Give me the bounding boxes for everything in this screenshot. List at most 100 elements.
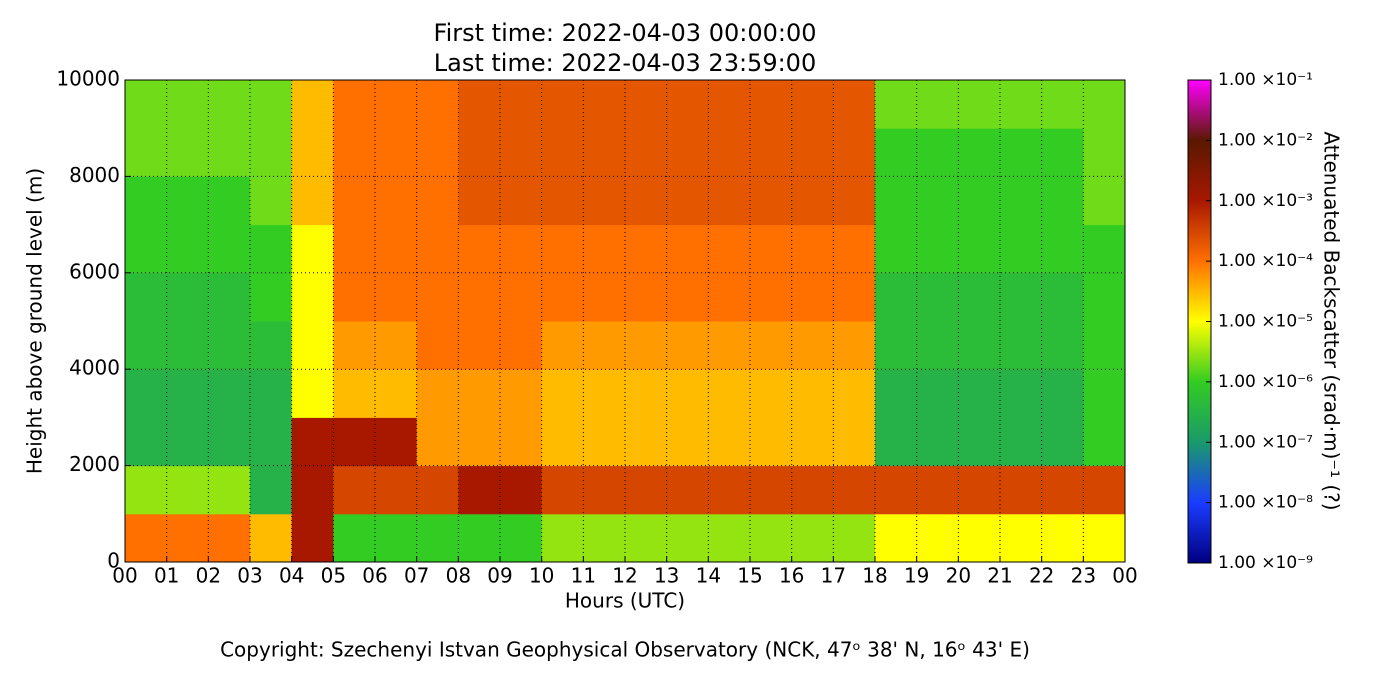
heatmap-cell <box>291 369 334 418</box>
heatmap-cell <box>541 80 584 129</box>
heatmap-cell <box>125 128 168 177</box>
heatmap-cell <box>416 80 459 129</box>
heatmap-cell <box>208 176 251 226</box>
heatmap-cell <box>1041 417 1084 467</box>
heatmap-cell <box>1041 128 1084 177</box>
heatmap-cell <box>708 369 751 418</box>
heatmap-cell <box>291 80 334 129</box>
heatmap-cell <box>791 513 834 563</box>
heatmap-cell <box>125 465 168 515</box>
heatmap-cell <box>1000 272 1043 322</box>
heatmap-cell <box>208 80 251 129</box>
heatmap-cell <box>708 465 751 515</box>
heatmap-cell <box>875 176 918 226</box>
heatmap-cell <box>750 417 793 467</box>
heatmap-cell <box>291 513 334 563</box>
heatmap-cell <box>958 513 1001 563</box>
x-tick-label: 21 <box>987 564 1012 588</box>
heatmap-cell <box>916 513 959 563</box>
x-tick-label: 04 <box>279 564 304 588</box>
heatmap-cell <box>166 465 209 515</box>
heatmap-cell <box>958 321 1001 370</box>
heatmap-cell <box>833 369 876 418</box>
heatmap-cell <box>125 176 168 226</box>
heatmap-cell <box>625 224 668 274</box>
x-tick-label: 00 <box>112 564 137 588</box>
heatmap-cell <box>166 128 209 177</box>
heatmap-cell <box>1000 321 1043 370</box>
heatmap-cell <box>708 513 751 563</box>
x-tick-label: 16 <box>779 564 804 588</box>
heatmap-cell <box>916 272 959 322</box>
heatmap-cell <box>333 513 376 563</box>
y-tick-label: 6000 <box>69 259 120 283</box>
y-tick-label: 8000 <box>69 163 120 187</box>
heatmap-cell <box>1083 369 1126 418</box>
heatmap-cell <box>583 321 626 370</box>
heatmap-cell <box>916 176 959 226</box>
heatmap-cell <box>333 417 376 467</box>
heatmap-cell <box>250 321 293 370</box>
heatmap-cell <box>708 128 751 177</box>
heatmap-cell <box>125 513 168 563</box>
heatmap-cell <box>500 321 543 370</box>
heatmap-cell <box>1000 465 1043 515</box>
heatmap-cell <box>166 224 209 274</box>
heatmap-cell <box>833 321 876 370</box>
x-tick-label: 12 <box>612 564 637 588</box>
heatmap-cell <box>666 369 709 418</box>
heatmap-cell <box>1041 272 1084 322</box>
heatmap-cell <box>625 321 668 370</box>
colorbar-tick-label: 1.00 ×10⁻³ <box>1218 191 1313 211</box>
heatmap-cell <box>708 417 751 467</box>
heatmap-cell <box>541 272 584 322</box>
heatmap-cell <box>958 224 1001 274</box>
heatmap-cell <box>750 369 793 418</box>
heatmap-cell <box>1083 80 1126 129</box>
heatmap-cell <box>500 513 543 563</box>
heatmap-cell <box>458 369 501 418</box>
colorbar-tick-label: 1.00 ×10⁻⁴ <box>1218 251 1313 271</box>
heatmap-cell <box>750 513 793 563</box>
heatmap-cell <box>750 224 793 274</box>
colorbar-tick-label: 1.00 ×10⁻⁷ <box>1218 432 1313 452</box>
heatmap-cell <box>375 465 418 515</box>
heatmap-cell <box>916 417 959 467</box>
heatmap-cell <box>416 417 459 467</box>
heatmap-cell <box>708 176 751 226</box>
heatmap-cell <box>958 272 1001 322</box>
heatmap-cell <box>833 224 876 274</box>
heatmap-cell <box>625 272 668 322</box>
heatmap-cell <box>625 417 668 467</box>
heatmap-cell <box>458 80 501 129</box>
heatmap-cell <box>500 80 543 129</box>
heatmap-cell <box>1041 513 1084 563</box>
heatmap-cell <box>1041 369 1084 418</box>
colorbar-tick-label: 1.00 ×10⁻⁸ <box>1218 493 1313 513</box>
heatmap-cell <box>708 80 751 129</box>
heatmap-cell <box>500 176 543 226</box>
heatmap-cell <box>666 272 709 322</box>
x-tick-label: 22 <box>1029 564 1054 588</box>
heatmap-cell <box>375 176 418 226</box>
heatmap-cell <box>375 128 418 177</box>
heatmap-cell <box>958 128 1001 177</box>
heatmap-cell <box>916 128 959 177</box>
x-tick-label: 23 <box>1071 564 1096 588</box>
heatmap-cell <box>458 513 501 563</box>
heatmap-cell <box>916 224 959 274</box>
heatmap-cell <box>958 417 1001 467</box>
heatmap-cell <box>333 321 376 370</box>
heatmap-cell <box>375 513 418 563</box>
x-tick-label: 07 <box>404 564 429 588</box>
x-tick-label: 08 <box>446 564 471 588</box>
heatmap-cell <box>458 272 501 322</box>
heatmap-cell <box>166 513 209 563</box>
heatmap-cell <box>1083 176 1126 226</box>
heatmap-cell <box>333 224 376 274</box>
heatmap-cell <box>250 465 293 515</box>
heatmap-cell <box>1000 80 1043 129</box>
heatmap-cell <box>458 176 501 226</box>
colorbar-tick-label: 1.00 ×10⁻¹ <box>1218 70 1313 90</box>
heatmap-cell <box>625 513 668 563</box>
